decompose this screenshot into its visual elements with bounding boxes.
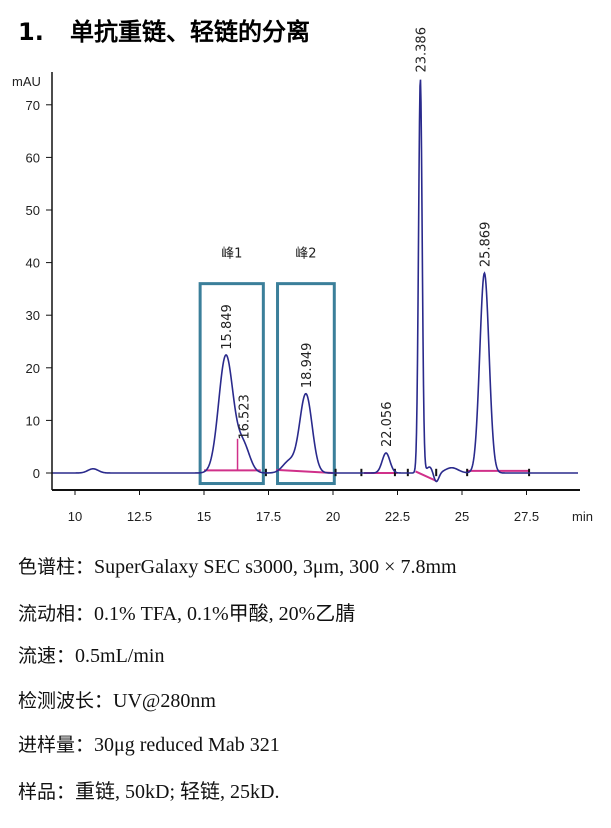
peak-rt-label: 16.523 — [237, 394, 252, 440]
x-axis-label: min — [572, 509, 593, 524]
y-tick-label: 20 — [26, 361, 40, 376]
y-axis-label: mAU — [12, 74, 41, 89]
condition-value: 0.1% TFA, 0.1%甲酸, 20%乙腈 — [94, 602, 356, 625]
peak-rt-label: 25.869 — [478, 222, 493, 267]
y-tick-label: 0 — [33, 466, 40, 481]
y-tick-label: 30 — [26, 308, 40, 323]
x-tick-label: 12.5 — [127, 509, 152, 524]
y-tick-label: 60 — [26, 150, 40, 165]
condition-line: 样品：重链, 50kD; 轻链, 25kD. — [18, 775, 279, 804]
x-tick-label: 10 — [68, 509, 82, 524]
peak-rt-label: 22.056 — [380, 402, 395, 448]
peak-rt-label: 15.849 — [220, 304, 235, 350]
integration-baseline — [415, 470, 437, 482]
peak-rt-label: 18.949 — [300, 343, 315, 389]
condition-key: 色谱柱： — [18, 556, 95, 578]
x-tick-label: 17.5 — [256, 509, 281, 524]
condition-line: 色谱柱：SuperGalaxy SEC s3000, 3μm, 300 × 7.… — [18, 552, 457, 579]
chromatogram-trace — [52, 79, 578, 483]
peak-region-box — [198, 282, 265, 486]
y-tick-label: 70 — [26, 98, 40, 113]
condition-value: 30μg reduced Mab 321 — [94, 734, 280, 757]
x-tick-label: 27.5 — [514, 509, 539, 524]
chromatogram-chart: mAU min 10 12.5 15 17.5 20 22.5 25 27.5 0 10 20 30 4… — [12, 27, 593, 524]
x-tick-label: 15 — [197, 509, 211, 524]
peak-region-label: 峰1 — [221, 247, 242, 262]
condition-key: 流动相： — [18, 602, 95, 625]
x-tick-label: 25 — [455, 509, 469, 524]
condition-line: 检测波长：UV@280nm — [18, 686, 216, 713]
condition-value: UV@280nm — [113, 689, 216, 712]
condition-key: 流速： — [18, 645, 76, 668]
condition-value: 重链, 50kD; 轻链, 25kD. — [75, 781, 280, 803]
y-tick-label: 50 — [26, 203, 40, 218]
y-tick-label: 40 — [26, 256, 40, 271]
condition-key: 样品： — [18, 781, 76, 803]
peak-region-label: 峰2 — [295, 247, 316, 262]
peak-rt-label: 23.386 — [414, 27, 429, 73]
x-tick-label: 22.5 — [385, 509, 410, 524]
condition-key: 进样量： — [18, 734, 95, 757]
peak-region-box — [276, 282, 336, 486]
y-tick-label: 10 — [26, 413, 40, 428]
condition-line: 流速：0.5mL/min — [18, 641, 164, 668]
condition-line: 进样量：30μg reduced Mab 321 — [18, 730, 280, 757]
condition-value: 0.5mL/min — [75, 645, 165, 668]
condition-value: SuperGalaxy SEC s3000, 3μm, 300 × 7.8mm — [94, 556, 457, 578]
section-number: 1. — [18, 18, 44, 46]
section-title: 1. 单抗重链、轻链的分离 — [18, 12, 310, 47]
section-heading: 单抗重链、轻链的分离 — [70, 18, 310, 46]
condition-line: 流动相：0.1% TFA, 0.1%甲酸, 20%乙腈 — [18, 597, 355, 626]
x-tick-label: 20 — [326, 509, 340, 524]
condition-key: 检测波长： — [18, 689, 114, 712]
